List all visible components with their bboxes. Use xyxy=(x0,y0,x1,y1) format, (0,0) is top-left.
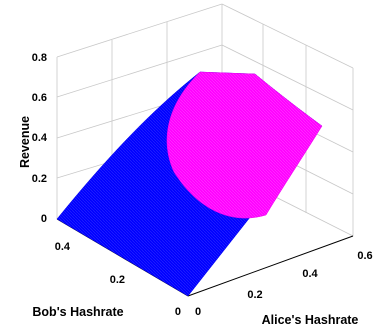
x-tick-label: 0.2 xyxy=(247,289,262,301)
z-axis-title: Revenue xyxy=(18,116,32,168)
surface xyxy=(56,71,323,297)
y-axis-title: Bob's Hashrate xyxy=(32,305,123,319)
z-tick-label: 0.8 xyxy=(32,52,47,64)
z-tick-label: 0.6 xyxy=(32,92,47,104)
x-tick-label: 0.6 xyxy=(357,250,372,262)
y-tick-label: 0.2 xyxy=(110,274,125,286)
x-axis-title: Alice's Hashrate xyxy=(262,313,359,327)
z-tick-label: 0.2 xyxy=(32,173,47,185)
surface-pink-region xyxy=(166,71,323,219)
z-tick-label: 0 xyxy=(41,213,47,225)
z-tick-label: 0.4 xyxy=(32,132,48,144)
y-tick-label: 0.4 xyxy=(55,241,71,253)
x-tick-label: 0 xyxy=(195,306,201,318)
y-tick-label: 0 xyxy=(175,306,181,318)
x-tick-label: 0.4 xyxy=(302,268,318,280)
